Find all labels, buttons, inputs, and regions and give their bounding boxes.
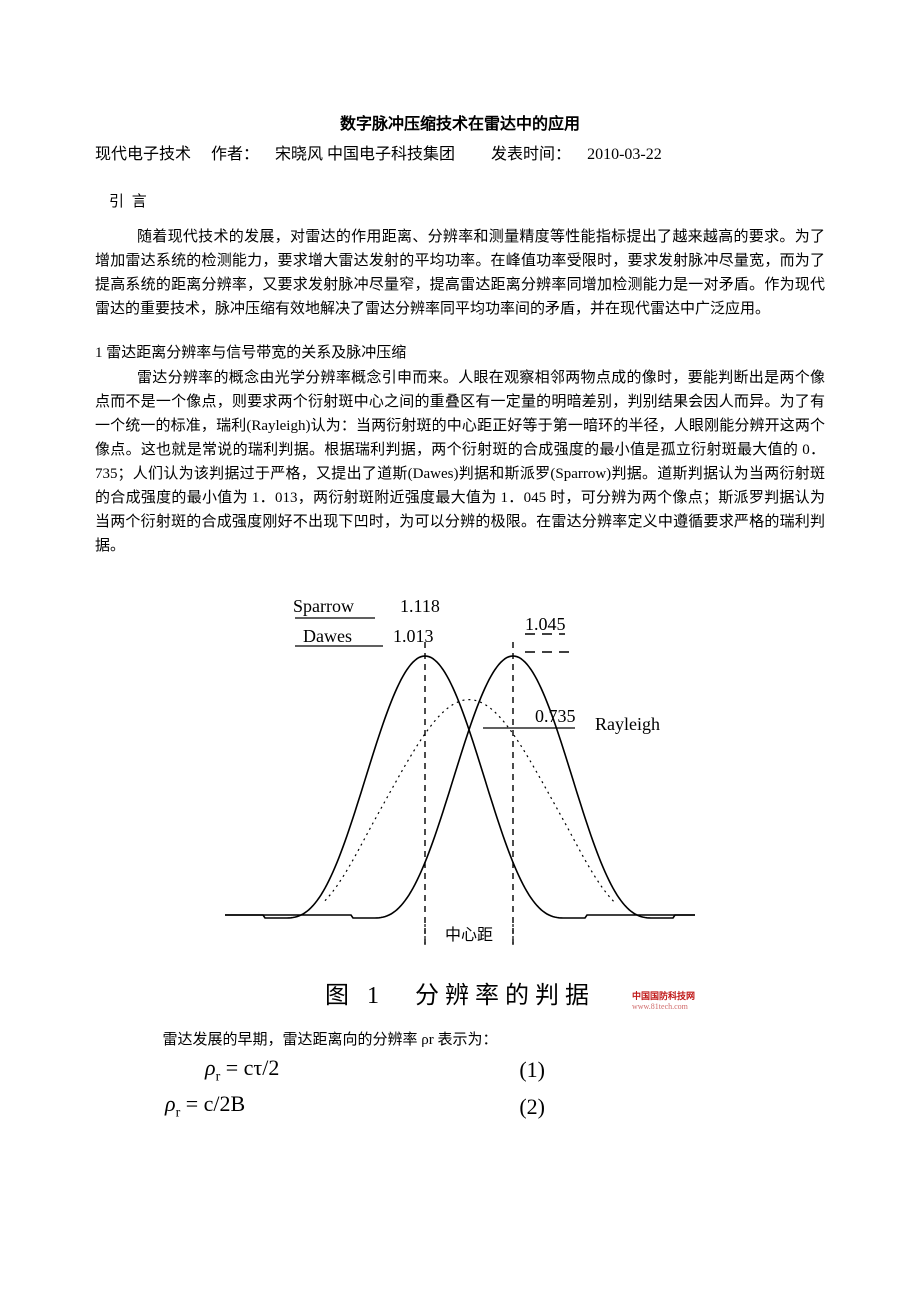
figure-caption-text: 图 1 分辨率的判据	[325, 983, 595, 1009]
section-1-heading: 1 雷达距离分辨率与信号带宽的关系及脉冲压缩	[95, 341, 825, 362]
watermark-line2: www.81tech.com	[632, 1002, 688, 1011]
eq1-number: (1)	[519, 1057, 545, 1083]
eq2-rhs: = c/2B	[180, 1091, 245, 1116]
eq1-expression: ρr = cτ/2	[205, 1055, 279, 1085]
eq1-rhs: = cτ/2	[220, 1055, 279, 1080]
equation-2: ρr = c/2B (2)	[95, 1091, 825, 1121]
author-block: 作者： 宋晓风 中国电子科技集团	[211, 146, 475, 163]
author-name: 宋晓风 中国电子科技集团	[275, 146, 455, 163]
figure-1-caption: 图 1 分辨率的判据 中国国防科技网 www.81tech.com	[95, 975, 825, 1010]
journal-name: 现代电子技术	[95, 146, 191, 163]
author-label: 作者：	[211, 146, 259, 163]
intro-heading: 引 言	[109, 190, 825, 211]
svg-text:Dawes: Dawes	[303, 626, 352, 646]
eq1-rho: ρ	[205, 1055, 216, 1080]
watermark: 中国国防科技网 www.81tech.com	[632, 991, 695, 1012]
svg-text:1.118: 1.118	[400, 596, 440, 616]
paper-title: 数字脉冲压缩技术在雷达中的应用	[95, 110, 825, 134]
eq2-number: (2)	[519, 1094, 545, 1120]
intro-paragraph: 随着现代技术的发展，对雷达的作用距离、分辨率和测量精度等性能指标提出了越来越高的…	[95, 225, 825, 321]
document-page: 数字脉冲压缩技术在雷达中的应用 现代电子技术 作者： 宋晓风 中国电子科技集团 发…	[0, 0, 920, 1188]
svg-text:Sparrow: Sparrow	[293, 596, 354, 616]
post-figure-paragraph: 雷达发展的早期，雷达距离向的分辨率 ρr 表示为：	[95, 1028, 825, 1049]
equation-1: ρr = cτ/2 (1)	[95, 1055, 825, 1085]
watermark-line1: 中国国防科技网	[632, 991, 695, 1001]
svg-text:1.045: 1.045	[525, 614, 566, 634]
svg-text:0.735: 0.735	[535, 706, 576, 726]
resolution-criteria-diagram: Sparrow 1.118 Dawes 1.013 1.045 0.735 Rayleigh…	[225, 578, 695, 968]
eq2-expression: ρr = c/2B	[165, 1091, 245, 1121]
eq2-rho: ρ	[165, 1091, 176, 1116]
svg-text:Rayleigh: Rayleigh	[595, 714, 660, 734]
svg-text:1.013: 1.013	[393, 626, 434, 646]
paper-meta: 现代电子技术 作者： 宋晓风 中国电子科技集团 发表时间： 2010-03-22	[95, 140, 825, 164]
date-label: 发表时间：	[491, 146, 571, 163]
section-1-paragraph: 雷达分辨率的概念由光学分辨率概念引申而来。人眼在观察相邻两物点成的像时，要能判断…	[95, 366, 825, 558]
figure-1: Sparrow 1.118 Dawes 1.013 1.045 0.735 Rayleigh…	[95, 578, 825, 1010]
date-block: 发表时间： 2010-03-22	[491, 146, 678, 163]
date-value: 2010-03-22	[587, 146, 662, 163]
svg-text:中心距: 中心距	[445, 926, 493, 944]
